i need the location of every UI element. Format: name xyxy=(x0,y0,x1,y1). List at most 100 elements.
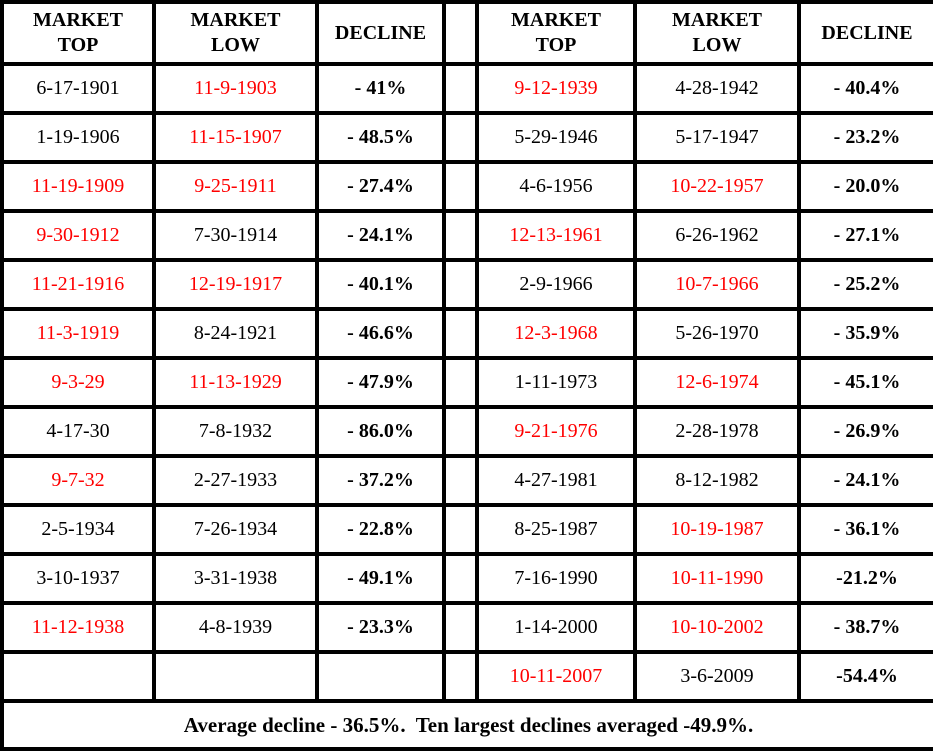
decline-value: -54.4% xyxy=(797,650,933,703)
separator-cell xyxy=(442,454,479,507)
market-top-date: 7-16-1990 xyxy=(475,552,637,605)
separator-cell xyxy=(442,160,479,213)
decline-value: - 27.4% xyxy=(315,160,446,213)
column-header-market-low-right: MARKET LOW xyxy=(633,0,801,66)
decline-value: - 40.1% xyxy=(315,258,446,311)
market-top-date: 9-12-1939 xyxy=(475,62,637,115)
separator-cell xyxy=(442,209,479,262)
market-low-date: 11-13-1929 xyxy=(152,356,319,409)
column-header-market-low-left: MARKET LOW xyxy=(152,0,319,66)
market-top-date: 4-27-1981 xyxy=(475,454,637,507)
separator-cell xyxy=(442,650,479,703)
market-low-date: 10-22-1957 xyxy=(633,160,801,213)
market-low-date: 10-19-1987 xyxy=(633,503,801,556)
market-top-date: 5-29-1946 xyxy=(475,111,637,164)
market-low-date: 5-26-1970 xyxy=(633,307,801,360)
table-row: 9-30-1912 7-30-1914- 24.1% 12-13-1961 6-26-… xyxy=(0,209,933,262)
separator-cell xyxy=(442,356,479,409)
market-top-date: 12-3-1968 xyxy=(475,307,637,360)
market-low-date: 4-8-1939 xyxy=(152,601,319,654)
decline-value: - 45.1% xyxy=(797,356,933,409)
market-top-date: 11-12-1938 xyxy=(0,601,156,654)
decline-value: - 22.8% xyxy=(315,503,446,556)
market-low-date: 2-27-1933 xyxy=(152,454,319,507)
market-low-date: 7-30-1914 xyxy=(152,209,319,262)
separator-cell xyxy=(442,405,479,458)
separator-cell xyxy=(442,307,479,360)
market-top-date xyxy=(0,650,156,703)
decline-value: - 25.2% xyxy=(797,258,933,311)
market-top-date: 1-19-1906 xyxy=(0,111,156,164)
market-top-date: 10-11-2007 xyxy=(475,650,637,703)
decline-value: - 49.1% xyxy=(315,552,446,605)
separator-cell xyxy=(442,552,479,605)
decline-value: - 86.0% xyxy=(315,405,446,458)
market-top-date: 9-3-29 xyxy=(0,356,156,409)
market-low-date: 9-25-1911 xyxy=(152,160,319,213)
decline-value: - 48.5% xyxy=(315,111,446,164)
market-top-date: 9-21-1976 xyxy=(475,405,637,458)
column-header-market-top-right: MARKET TOP xyxy=(475,0,637,66)
summary-text: Average decline - 36.5%. Ten largest dec… xyxy=(0,699,933,751)
summary-row: Average decline - 36.5%. Ten largest dec… xyxy=(0,699,933,751)
market-low-date: 6-26-1962 xyxy=(633,209,801,262)
table-body: 6-17-1901 11-9-1903- 41% 9-12-1939 4-28-194… xyxy=(0,62,933,703)
market-top-date: 9-7-32 xyxy=(0,454,156,507)
market-low-date: 7-8-1932 xyxy=(152,405,319,458)
market-top-date: 3-10-1937 xyxy=(0,552,156,605)
market-low-date: 10-10-2002 xyxy=(633,601,801,654)
table-row: 3-10-1937 3-31-1938- 49.1% 7-16-1990 10-11-… xyxy=(0,552,933,605)
decline-value: -21.2% xyxy=(797,552,933,605)
decline-value: - 47.9% xyxy=(315,356,446,409)
market-top-date: 4-6-1956 xyxy=(475,160,637,213)
market-top-date: 1-14-2000 xyxy=(475,601,637,654)
market-top-date: 8-25-1987 xyxy=(475,503,637,556)
decline-value: - 41% xyxy=(315,62,446,115)
market-top-date: 9-30-1912 xyxy=(0,209,156,262)
decline-value: - 24.1% xyxy=(315,209,446,262)
decline-value: - 23.2% xyxy=(797,111,933,164)
market-top-date: 11-21-1916 xyxy=(0,258,156,311)
separator-cell xyxy=(442,601,479,654)
decline-value: - 46.6% xyxy=(315,307,446,360)
separator-cell xyxy=(442,258,479,311)
market-low-date: 10-7-1966 xyxy=(633,258,801,311)
decline-value: - 35.9% xyxy=(797,307,933,360)
header-row: MARKET TOP MARKET LOW DECLINE MARKET TOP… xyxy=(0,0,933,66)
decline-value: - 23.3% xyxy=(315,601,446,654)
separator-cell xyxy=(442,62,479,115)
market-top-date: 11-19-1909 xyxy=(0,160,156,213)
market-low-date: 12-6-1974 xyxy=(633,356,801,409)
decline-value: - 26.9% xyxy=(797,405,933,458)
market-low-date: 11-9-1903 xyxy=(152,62,319,115)
table-row: 10-11-2007 3-6-2009 -54.4% xyxy=(0,650,933,703)
table-row: 2-5-1934 7-26-1934- 22.8% 8-25-1987 10-19-1… xyxy=(0,503,933,556)
market-low-date: 10-11-1990 xyxy=(633,552,801,605)
table-row: 11-3-1919 8-24-1921- 46.6% 12-3-1968 5-26-1… xyxy=(0,307,933,360)
column-header-market-top-left: MARKET TOP xyxy=(0,0,156,66)
decline-value: - 24.1% xyxy=(797,454,933,507)
decline-value: - 27.1% xyxy=(797,209,933,262)
market-low-date: 5-17-1947 xyxy=(633,111,801,164)
table-row: 11-21-1916 12-19-1917- 40.1% 2-9-1966 10-7-… xyxy=(0,258,933,311)
market-top-date: 6-17-1901 xyxy=(0,62,156,115)
separator-cell xyxy=(442,0,479,66)
decline-value: - 38.7% xyxy=(797,601,933,654)
table-row: 6-17-1901 11-9-1903- 41% 9-12-1939 4-28-194… xyxy=(0,62,933,115)
table-row: 11-19-1909 9-25-1911- 27.4% 4-6-1956 10-22-… xyxy=(0,160,933,213)
market-top-date: 4-17-30 xyxy=(0,405,156,458)
column-header-decline-right: DECLINE xyxy=(797,0,933,66)
market-low-date: 7-26-1934 xyxy=(152,503,319,556)
table-row: 9-7-32 2-27-1933- 37.2% 4-27-1981 8-12-1982… xyxy=(0,454,933,507)
market-low-date: 3-31-1938 xyxy=(152,552,319,605)
decline-value: - 40.4% xyxy=(797,62,933,115)
market-low-date: 3-6-2009 xyxy=(633,650,801,703)
table-row: 11-12-1938 4-8-1939- 23.3% 1-14-2000 10-10-… xyxy=(0,601,933,654)
market-top-date: 2-5-1934 xyxy=(0,503,156,556)
market-low-date: 2-28-1978 xyxy=(633,405,801,458)
decline-value: - 36.1% xyxy=(797,503,933,556)
market-low-date: 8-12-1982 xyxy=(633,454,801,507)
market-top-date: 2-9-1966 xyxy=(475,258,637,311)
separator-cell xyxy=(442,503,479,556)
